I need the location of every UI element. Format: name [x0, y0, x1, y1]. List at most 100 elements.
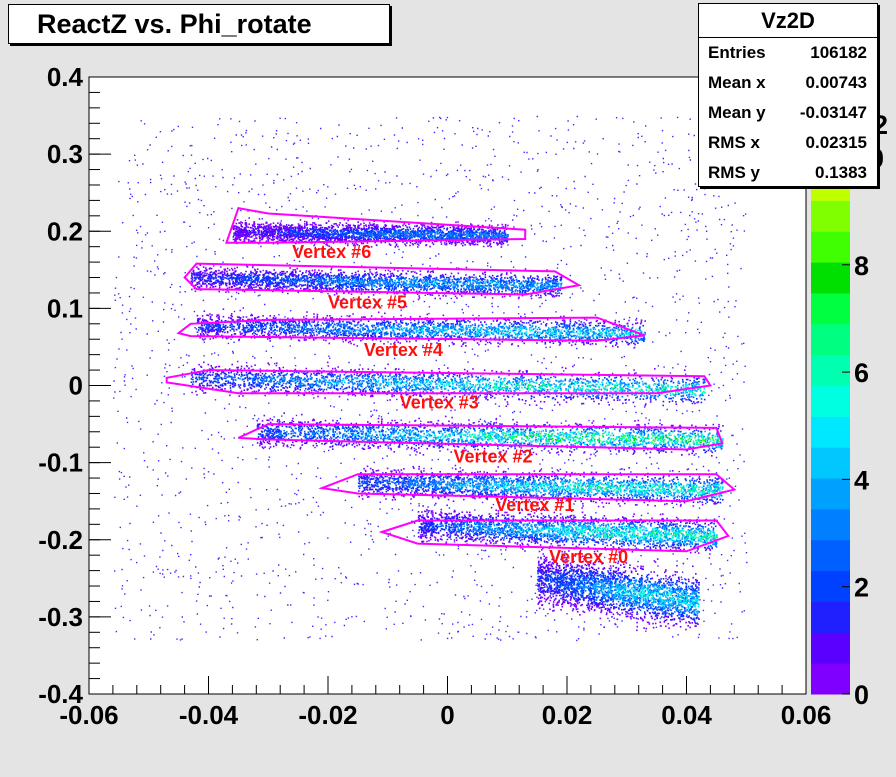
stats-label: Mean x	[708, 73, 766, 92]
palette-cell	[811, 385, 850, 417]
stats-label: Entries	[708, 43, 766, 62]
x-tick-label: -0.04	[179, 700, 239, 730]
palette-cell	[811, 632, 850, 664]
stats-row-entries: Entries 106182	[699, 38, 877, 68]
density-cells	[545, 573, 700, 616]
palette-cell	[811, 601, 850, 633]
cut-vertex-3	[237, 423, 724, 451]
density-cells	[208, 274, 562, 294]
stats-value: 106182	[810, 43, 867, 62]
density-cells	[584, 528, 715, 540]
z-tick-label: 2	[854, 573, 869, 603]
vertex-label: Vertex #6	[292, 242, 371, 262]
palette-cell	[811, 231, 850, 263]
density-cells	[191, 264, 556, 301]
stats-value: 0.02315	[805, 133, 867, 152]
graphical-cuts	[165, 206, 737, 553]
palette-cell	[811, 323, 850, 356]
vertex-6-band	[190, 264, 563, 301]
vertex-label: Vertex #2	[453, 447, 532, 467]
vertex-label: Vertex #4	[364, 340, 443, 360]
density-cells	[318, 429, 719, 448]
vertex-4-band	[190, 361, 706, 407]
vertex-1-band	[417, 502, 718, 555]
cut-vertex-6	[183, 262, 582, 296]
stats-row-rms-x: RMS x 0.02315	[699, 128, 877, 158]
x-tick-label: 0	[440, 700, 454, 730]
y-tick-label: -0.4	[38, 679, 83, 709]
density-cells	[417, 512, 716, 552]
density-cells	[190, 270, 563, 297]
density-cells	[349, 325, 644, 339]
vertex-2-band	[357, 464, 724, 509]
vertex-label: Vertex #1	[495, 495, 574, 515]
x-tick-label: 0.02	[542, 700, 593, 730]
density-cells	[417, 515, 717, 552]
stats-title: Vz2D	[699, 4, 877, 38]
stats-label: Mean y	[708, 103, 766, 122]
y-tick-label: 0.3	[47, 139, 83, 169]
chart-title: ReactZ vs. Phi_rotate	[37, 8, 312, 39]
density-cells	[457, 522, 715, 546]
cut-vertex-4	[165, 369, 713, 395]
stats-row-mean-y: Mean y -0.03147	[699, 98, 877, 128]
density-cells	[612, 585, 700, 610]
stats-value: 0.00743	[805, 73, 867, 92]
density-cells	[417, 517, 716, 548]
density-cells	[512, 524, 717, 544]
vertex-label: Vertex #0	[549, 547, 628, 567]
axes: -0.06 -0.04 -0.02 0 0.02 0.04 0.06 -0.4 -0.3 -0.2…	[38, 62, 831, 730]
density-cells	[559, 484, 723, 494]
y-tick-label: -0.2	[38, 525, 83, 555]
stats-label: RMS y	[708, 163, 760, 182]
density-cells	[537, 565, 700, 625]
density-cells	[639, 591, 697, 602]
x-tick-label: -0.06	[59, 700, 118, 730]
chart-title-box: ReactZ vs. Phi_rotate	[8, 4, 390, 44]
palette-cell	[811, 200, 850, 232]
density-cells	[502, 481, 717, 496]
y-tick-label: 0.4	[47, 62, 84, 92]
density-cells	[387, 477, 723, 499]
cut-vertex-7	[224, 206, 527, 244]
density-cells	[384, 279, 561, 290]
y-tick-label: -0.1	[38, 448, 83, 478]
stats-box: Vz2D Entries 106182 Mean x 0.00743 Mean …	[698, 3, 878, 187]
density-cells	[232, 217, 509, 249]
palette-cell	[811, 539, 850, 572]
vertex-labels: Vertex #6 Vertex #5 Vertex #4 Vertex #3 Vert…	[292, 242, 628, 567]
density-cells	[276, 376, 700, 397]
stats-label: RMS x	[708, 133, 760, 152]
density-cells	[289, 277, 563, 292]
density-cells	[361, 231, 506, 240]
x-tick-label: 0.06	[781, 700, 832, 730]
density-cells	[337, 278, 563, 291]
z-tick-label: 4	[854, 465, 869, 495]
y-tick-label: 0.1	[47, 293, 83, 323]
palette-cell	[811, 262, 850, 294]
density-cells	[191, 361, 694, 407]
vertex-0-band	[537, 549, 700, 632]
density-cells	[256, 422, 722, 454]
density-cells	[442, 520, 718, 548]
density-cells	[255, 323, 646, 341]
x-tick-label: 0.04	[661, 700, 712, 730]
z-tick-label: 8	[854, 251, 869, 281]
density-cells	[357, 473, 724, 504]
stats-row-mean-x: Mean x 0.00743	[699, 68, 877, 98]
y-tick-label: 0.2	[47, 216, 83, 246]
density-cells	[268, 228, 509, 242]
x-tick-label: -0.02	[298, 700, 357, 730]
z-tick-label: 0	[854, 680, 869, 710]
density-cells	[580, 578, 699, 614]
vertex-label: Vertex #5	[328, 292, 407, 312]
stats-value: -0.03147	[799, 103, 867, 122]
density-cells	[392, 326, 642, 339]
z-tick-label: 6	[854, 358, 869, 388]
density-cells	[537, 549, 697, 632]
palette-cell	[811, 354, 850, 386]
cut-vertex-5	[176, 316, 646, 342]
density-cells	[537, 569, 700, 621]
density-cells	[592, 581, 700, 612]
